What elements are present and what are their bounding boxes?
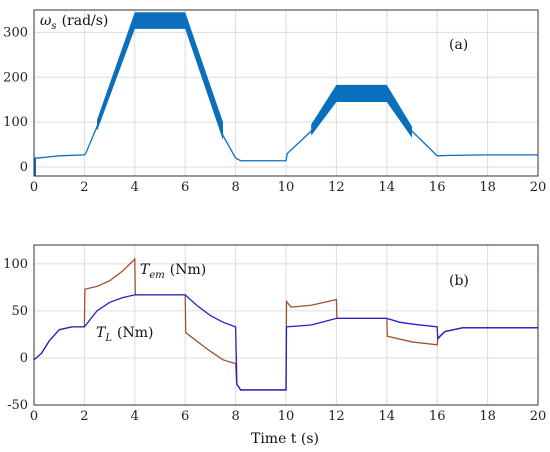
- speed-oscillation-band-1: [97, 12, 223, 141]
- panel-a-xtick-label: 6: [181, 180, 189, 195]
- panel-a-ytick-label: 300: [3, 25, 28, 40]
- panel-b-ytick-label: 100: [3, 257, 28, 272]
- x-axis-label: Time t (s): [251, 431, 319, 447]
- panel-a-series: [33, 22, 538, 168]
- panel-b-ytick-label: 50: [11, 304, 28, 319]
- panel-a-frame: [33, 9, 539, 177]
- panel-b-ytick-label: -50: [7, 398, 28, 413]
- panel-a-xtick-label: 0: [30, 180, 38, 195]
- tl-series-line: [33, 294, 538, 391]
- panel-b-xtick-label: 12: [328, 409, 345, 424]
- panel-b-xtick-label: 0: [30, 409, 38, 424]
- panel-b-frame: [33, 244, 539, 406]
- panel-a-xtick-label: 2: [80, 180, 88, 195]
- legend-label-tl: TL (Nm): [96, 325, 153, 344]
- panel-a-ytick-label: 0: [20, 160, 28, 175]
- panel-b-ytick-label: 0: [20, 351, 28, 366]
- panel-a-ylabel: ωs (rad/s): [40, 13, 108, 32]
- panel-a-xtick-label: 18: [479, 180, 496, 195]
- panel-b-xtick-label: 2: [80, 409, 88, 424]
- panel-a-label: (a): [449, 37, 468, 53]
- tem-series-line: [33, 257, 538, 391]
- panel-b-xtick-label: 4: [131, 409, 139, 424]
- panel-b-xtick-label: 16: [429, 409, 446, 424]
- panel-a-xtick-label: 12: [328, 180, 345, 195]
- panel-a-xtick-label: 16: [429, 180, 446, 195]
- panel-a-ytick-label: 100: [3, 115, 28, 130]
- panel-a-xtick-label: 20: [530, 180, 547, 195]
- panel-b-xtick-label: 6: [181, 409, 189, 424]
- legend-label-tem: Tem (Nm): [140, 262, 206, 281]
- panel-b-label: (b): [449, 273, 469, 289]
- panel-a-bands: [34, 12, 412, 176]
- panel-b-xtick-label: 18: [479, 409, 496, 424]
- speed-oscillation-band-2: [311, 84, 412, 138]
- panel-a-xtick-label: 4: [131, 180, 139, 195]
- speed-series-line: [33, 22, 538, 168]
- panel-a-xtick-label: 10: [278, 180, 295, 195]
- panel-a-xtick-label: 8: [231, 180, 239, 195]
- panel-b-series: [33, 257, 538, 391]
- panel-a-xtick-label: 14: [379, 180, 396, 195]
- panel-b-xtick-label: 20: [530, 409, 547, 424]
- panel-b-xtick-label: 14: [379, 409, 396, 424]
- panel-a-ytick-label: 200: [3, 70, 28, 85]
- panel-b-xtick-label: 8: [231, 409, 239, 424]
- panel-b-xtick-label: 10: [278, 409, 295, 424]
